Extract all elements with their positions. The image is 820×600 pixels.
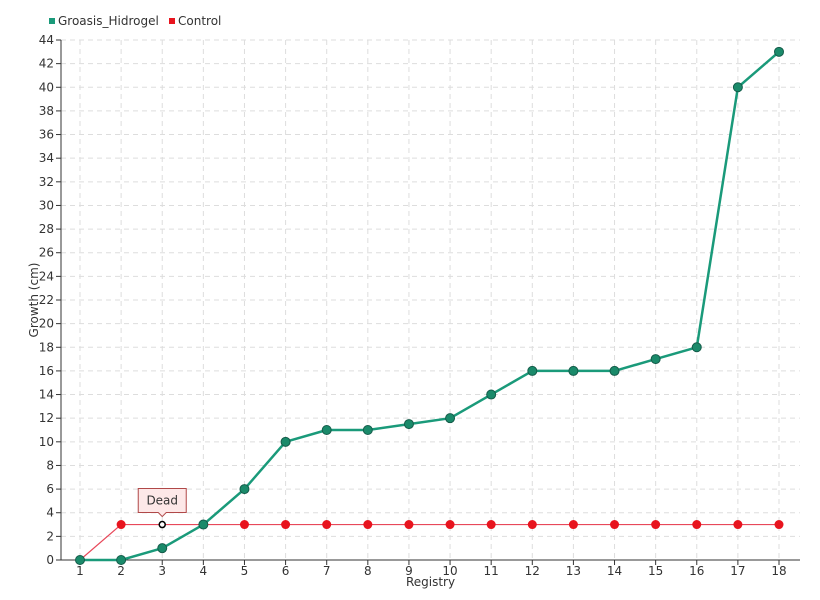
data-point-groasis-hidrogel-16[interactable]	[691, 342, 702, 353]
x-tick-label-1: 1	[76, 564, 84, 578]
y-tick-label-44: 44	[39, 33, 54, 47]
data-point-control-3[interactable]	[158, 520, 166, 529]
data-point-control-5[interactable]	[239, 520, 249, 530]
y-axis-ticks: 0246810121416182022242628303234363840424…	[39, 33, 61, 567]
series-lines	[79, 50, 780, 562]
x-tick-label-10: 10	[442, 564, 457, 578]
y-tick-label-20: 20	[39, 317, 54, 331]
data-point-control-16[interactable]	[692, 520, 702, 530]
data-point-groasis-hidrogel-3[interactable]	[157, 543, 168, 554]
y-tick-label-24: 24	[39, 269, 54, 283]
tooltip-box	[137, 488, 187, 518]
data-point-control-6[interactable]	[281, 520, 291, 530]
series-line-control	[79, 523, 779, 561]
x-tick-label-14: 14	[607, 564, 622, 578]
x-tick-label-16: 16	[689, 564, 704, 578]
data-point-control-13[interactable]	[568, 520, 578, 530]
data-point-groasis-hidrogel-18[interactable]	[774, 46, 784, 57]
legend-label-groasis-hidrogel[interactable]: Groasis_Hidrogel	[58, 14, 159, 28]
data-point-groasis-hidrogel-5[interactable]	[239, 484, 250, 495]
x-tick-label-7: 7	[323, 564, 331, 578]
x-tick-label-13: 13	[566, 564, 581, 578]
x-tick-label-4: 4	[200, 564, 208, 578]
data-point-control-8[interactable]	[363, 520, 373, 530]
y-tick-label-22: 22	[39, 293, 54, 307]
y-tick-label-42: 42	[39, 57, 54, 71]
data-point-groasis-hidrogel-8[interactable]	[362, 425, 373, 435]
x-tick-label-3: 3	[158, 564, 166, 578]
x-tick-label-12: 12	[525, 564, 540, 578]
x-tick-label-18: 18	[771, 564, 786, 578]
y-tick-label-28: 28	[39, 222, 54, 236]
y-tick-label-16: 16	[39, 364, 54, 378]
data-point-groasis-hidrogel-7[interactable]	[321, 425, 332, 435]
y-tick-label-26: 26	[39, 246, 54, 260]
data-point-groasis-hidrogel-13[interactable]	[568, 365, 579, 376]
data-point-groasis-hidrogel-1[interactable]	[75, 555, 85, 565]
data-point-groasis-hidrogel-11[interactable]	[486, 389, 497, 400]
data-point-control-18[interactable]	[774, 520, 784, 530]
data-point-groasis-hidrogel-12[interactable]	[527, 365, 538, 376]
legend: Groasis_Hidrogel Control	[49, 14, 221, 28]
legend-swatch-groasis-hidrogel[interactable]	[49, 18, 55, 24]
data-point-control-14[interactable]	[610, 520, 620, 530]
x-tick-label-8: 8	[364, 564, 372, 578]
data-point-control-7[interactable]	[322, 520, 332, 530]
y-tick-label-8: 8	[46, 458, 54, 472]
data-point-control-15[interactable]	[651, 520, 661, 530]
x-tick-label-11: 11	[484, 564, 499, 578]
x-tick-label-9: 9	[405, 564, 413, 578]
data-point-control-17[interactable]	[733, 520, 743, 530]
y-tick-label-30: 30	[39, 198, 54, 212]
grid-lines	[61, 39, 800, 560]
y-tick-label-6: 6	[46, 482, 54, 496]
x-tick-label-6: 6	[282, 564, 290, 578]
data-point-groasis-hidrogel-6[interactable]	[280, 436, 291, 447]
tooltip: Dead	[137, 488, 187, 518]
x-axis-title: Registry	[406, 575, 455, 589]
y-axis-title: Growth (cm)	[27, 263, 41, 338]
y-tick-label-10: 10	[39, 435, 54, 449]
y-tick-label-36: 36	[39, 128, 54, 142]
y-tick-label-34: 34	[39, 151, 54, 165]
y-tick-label-12: 12	[39, 411, 54, 425]
series-line-groasis-hidrogel	[80, 50, 780, 562]
data-point-control-10[interactable]	[445, 520, 455, 530]
legend-label-control[interactable]: Control	[178, 14, 221, 28]
y-tick-label-32: 32	[39, 175, 54, 189]
data-point-groasis-hidrogel-4[interactable]	[198, 519, 209, 530]
x-axis-ticks: 1 2 3 4 5 6 7 8 9 10 11 12 13 14 15 16 17 18	[76, 560, 787, 578]
legend-swatch-control[interactable]	[169, 18, 175, 24]
x-tick-label-2: 2	[117, 564, 125, 578]
data-point-groasis-hidrogel-10[interactable]	[445, 413, 456, 424]
y-tick-label-2: 2	[46, 529, 54, 543]
x-tick-label-5: 5	[241, 564, 249, 578]
y-tick-label-18: 18	[39, 340, 54, 354]
y-tick-label-0: 0	[46, 553, 54, 567]
data-point-groasis-hidrogel-14[interactable]	[609, 365, 620, 376]
y-tick-label-14: 14	[39, 388, 54, 402]
series-points	[75, 46, 784, 565]
data-point-control-2[interactable]	[116, 520, 126, 530]
tooltip-label: Dead	[146, 494, 178, 508]
x-tick-label-15: 15	[648, 564, 663, 578]
y-tick-label-38: 38	[39, 104, 54, 118]
data-point-groasis-hidrogel-9[interactable]	[403, 419, 414, 430]
data-point-groasis-hidrogel-2[interactable]	[116, 555, 127, 565]
data-point-control-9[interactable]	[404, 520, 414, 530]
data-point-groasis-hidrogel-15[interactable]	[650, 354, 661, 365]
x-tick-label-17: 17	[730, 564, 745, 578]
data-point-groasis-hidrogel-17[interactable]	[732, 82, 743, 93]
y-tick-label-40: 40	[39, 80, 54, 94]
y-tick-label-4: 4	[46, 506, 54, 520]
data-point-control-11[interactable]	[486, 520, 496, 530]
data-point-control-12[interactable]	[527, 520, 537, 530]
